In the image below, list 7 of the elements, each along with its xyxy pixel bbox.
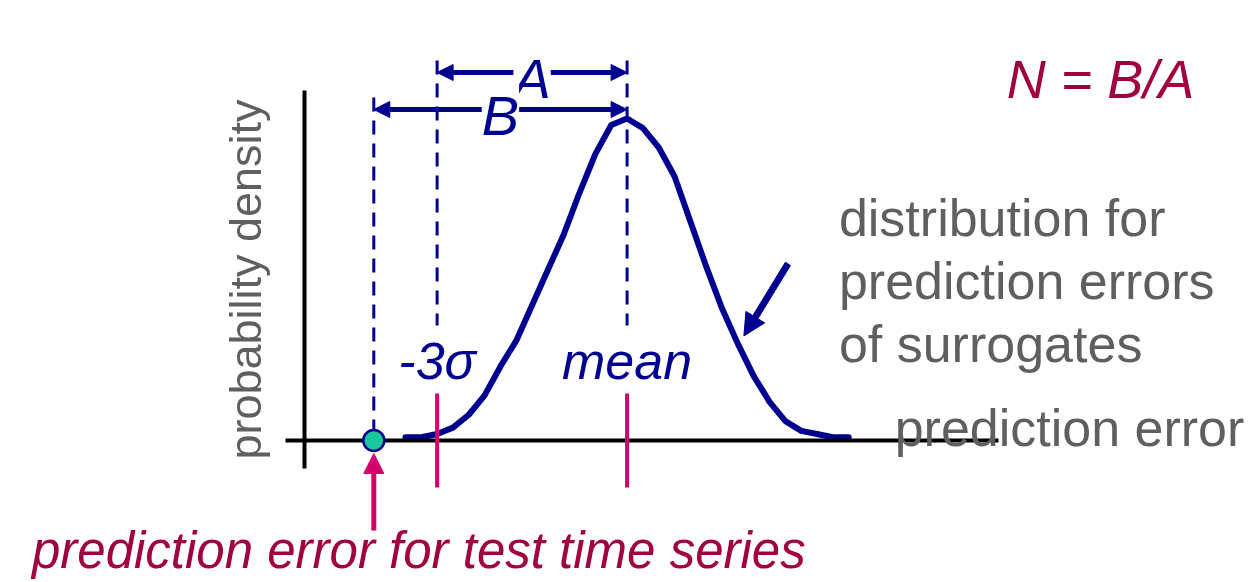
text: N = B/A — [1006, 48, 1195, 109]
text: prediction error for test time series — [29, 522, 806, 579]
x-tick-label: -3σ — [398, 331, 478, 390]
y-axis-title: probability density — [219, 98, 271, 460]
x-tick-label: mean — [562, 331, 693, 390]
x-axis-title: prediction error — [894, 398, 1245, 457]
legend-label: distribution for prediction errors of surrogates — [838, 188, 1215, 373]
